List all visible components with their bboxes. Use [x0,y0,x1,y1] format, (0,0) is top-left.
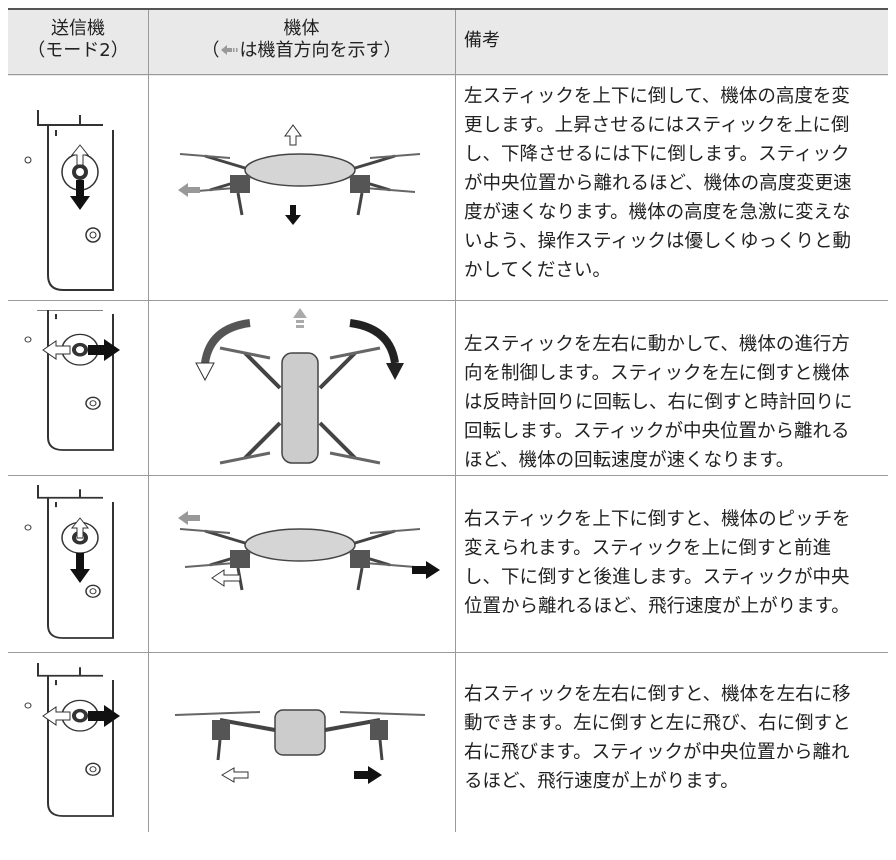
row-divider [8,300,888,301]
note-cell: 左スティックを左右に動かして、機体の進行方 向を制御します。スティックを左に倒すと… [464,330,853,475]
note-line: 度が速くなります。機体の高度を急激に変えな [464,202,851,223]
note-line: 回転します。スティックが中央位置から離れる [464,421,850,442]
note-line: 左スティックを上下に倒して、機体の高度を変 [464,86,850,107]
row-divider [8,652,888,653]
note-cell: 右スティックを左右に倒すと、機体を左右に移 動できます。左に倒すと左に飛び、右に倒… [464,680,851,796]
controller-illustration [24,484,114,639]
header-text: は機首方向を示す） [239,40,402,61]
note-line: 右に飛びます。スティックが中央位置から離れ [464,742,850,763]
note-line: 左スティックを左右に動かして、機体の進行方 [464,334,850,355]
note-line: ほど、機体の回転速度が速くなります。 [464,450,795,471]
header-line: （ は機首方向を示す） [148,40,455,62]
note-cell: 右スティックを上下に倒すと、機体のピッチを 変えられます。スティックを上に倒すと前… [464,505,851,621]
row-divider [8,475,888,476]
note-line: かしてください。 [464,260,611,281]
drone-illustration [178,124,422,225]
drone-illustration [174,709,426,784]
controller-illustration [24,109,114,291]
note-line: し、下に倒すと後進します。スティックが中央 [464,567,850,588]
heading-arrow-icon [220,45,237,55]
header-text: 機体 [283,18,320,39]
note-line: し、下降させるには下に倒します。スティック [464,144,850,165]
header-text: 備考 [464,30,500,51]
column-divider [455,10,456,832]
note-line: が中央位置から離れるほど、機体の高度変更速 [464,173,852,194]
note-line: いよう、操作スティックは優しくゆっくりと動 [464,231,852,252]
header-cell: 機体 （ は機首方向を示す） [148,18,455,62]
header-text: 送信機 [51,18,105,39]
controller-illustration [24,310,120,451]
row-divider [8,74,888,75]
note-line: 右スティックを上下に倒すと、機体のピッチを [464,509,851,530]
drone-illustration [195,308,404,465]
note-line: 位置から離れるほど、飛行速度が上がります。 [464,596,850,617]
drone-illustration [178,511,440,592]
header-cell: 送信機 （モード2） [8,18,148,62]
note-line: 変えられます。スティックを上に倒すと前進 [464,538,832,559]
note-cell: 左スティックを上下に倒して、機体の高度を変 更します。上昇させるにはスティックを上… [464,82,852,285]
header-text: （ [201,40,220,61]
note-line: 動できます。左に倒すと左に飛び、右に倒すと [464,713,851,734]
header-text: （モード2） [27,40,129,61]
column-divider [148,10,149,832]
note-line: 右スティックを左右に倒すと、機体を左右に移 [464,684,851,705]
note-line: は反時計回りに回転し、右に倒すと時計回りに [464,392,853,413]
note-line: 向を制御します。スティックを左に倒すと機体 [464,363,850,384]
header-row [8,8,888,76]
controller-illustration [24,662,120,817]
note-line: るほど、飛行速度が上がります。 [464,771,739,792]
note-line: 更します。上昇させるにはスティックを上に倒 [464,115,850,136]
